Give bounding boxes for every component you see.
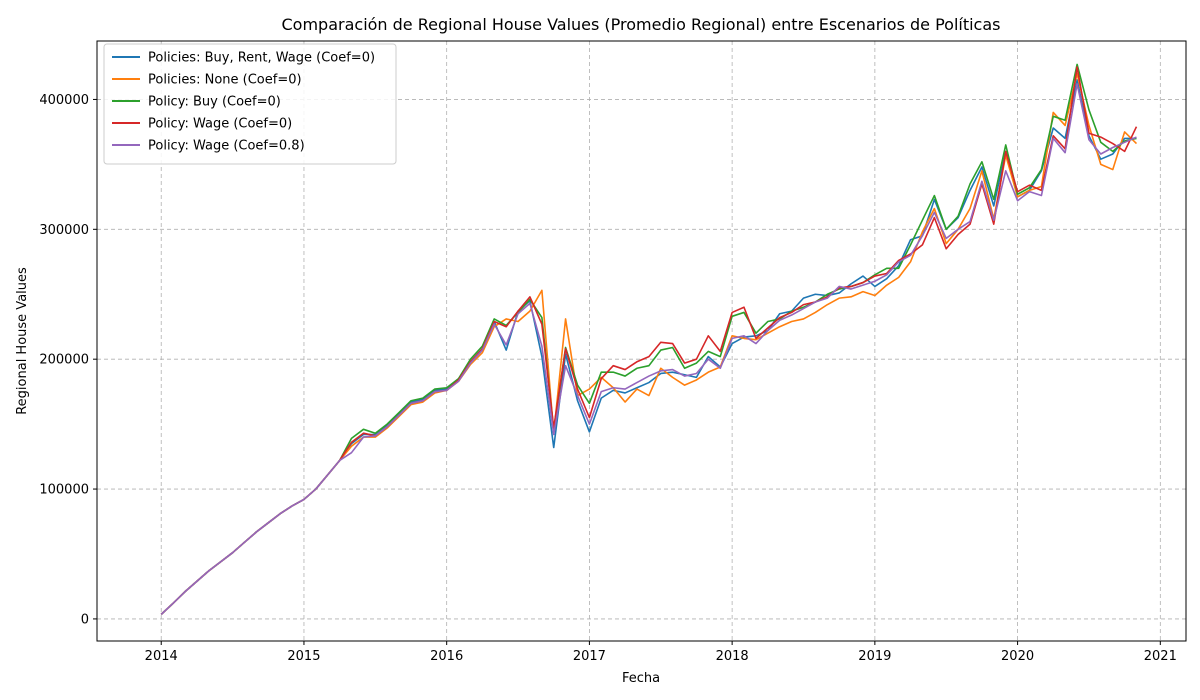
x-tick-label: 2019: [858, 649, 891, 664]
x-tick-label: 2018: [716, 649, 749, 664]
y-tick-label: 100000: [39, 483, 89, 498]
x-axis: 2014 2015 2016 2017 2018 2019 2020 2021: [145, 641, 1177, 664]
series-layer: [160, 63, 1138, 615]
x-tick-label: 2021: [1144, 649, 1177, 664]
y-tick-label: 400000: [39, 93, 89, 108]
x-tick-label: 2014: [145, 649, 178, 664]
legend-box: [103, 43, 397, 165]
x-tick-label: 2020: [1001, 649, 1034, 664]
x-tick-label: 2015: [287, 649, 320, 664]
y-axis: 0 100000 200000 300000 400000: [39, 93, 97, 627]
series-line-5: [160, 83, 1137, 615]
legend-label: Policies: Buy, Rent, Wage (Coef=0): [148, 51, 375, 66]
plot-frame: [96, 40, 1187, 642]
legend-label: Policy: Wage (Coef=0.8): [148, 139, 305, 154]
y-tick-label: 300000: [39, 223, 89, 238]
x-axis-label: Fecha: [622, 671, 660, 686]
y-tick-label: 200000: [39, 353, 89, 368]
chart-title: Comparación de Regional House Values (Pr…: [282, 15, 1001, 34]
y-tick-label: 0: [81, 612, 89, 627]
legend-label: Policy: Wage (Coef=0): [148, 117, 292, 132]
legend: Policies: Buy, Rent, Wage (Coef=0) Polici…: [103, 43, 397, 165]
legend-label: Policy: Buy (Coef=0): [148, 95, 281, 110]
y-axis-label: Regional House Values: [15, 267, 30, 415]
x-tick-label: 2017: [573, 649, 606, 664]
legend-label: Policies: None (Coef=0): [148, 73, 302, 88]
x-tick-label: 2016: [430, 649, 463, 664]
